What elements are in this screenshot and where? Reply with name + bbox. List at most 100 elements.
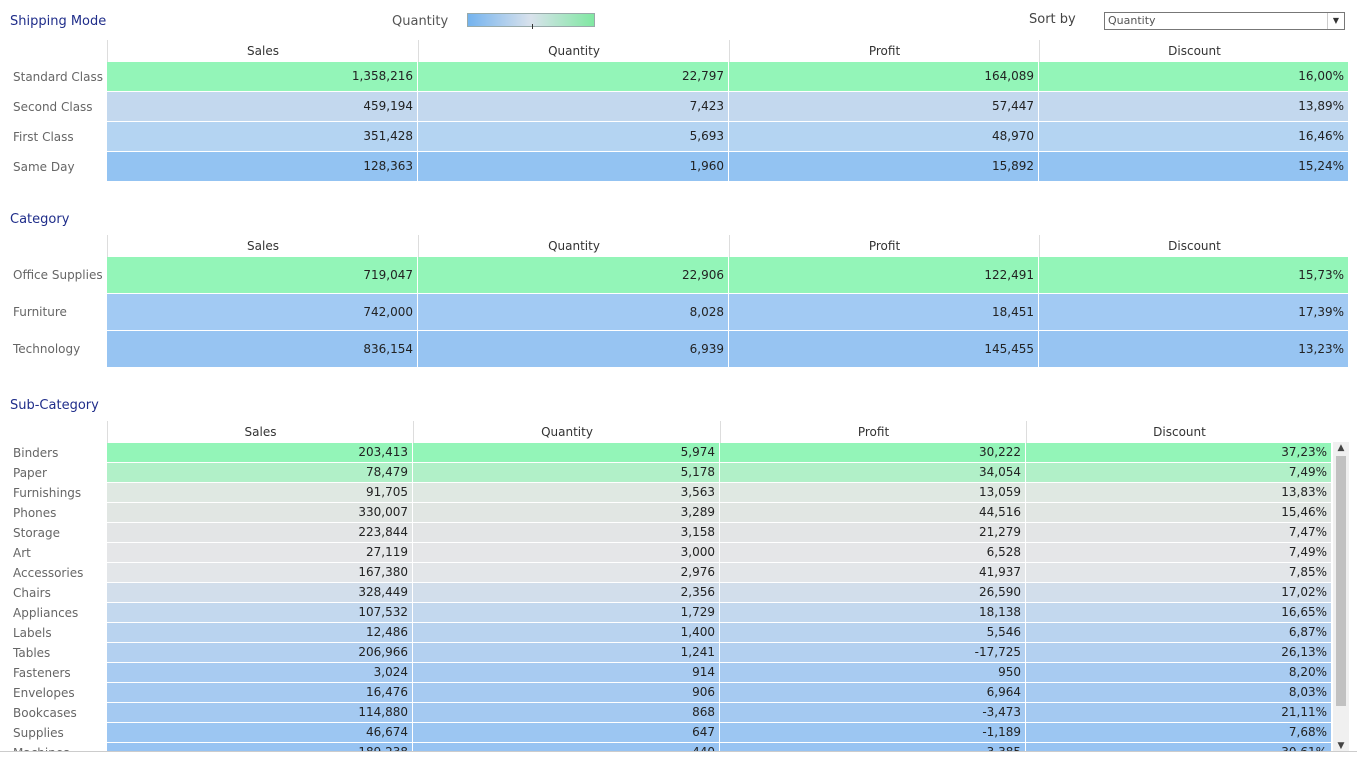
table-cell-discount[interactable]: 7,68% xyxy=(1026,723,1332,743)
row-label[interactable]: Accessories xyxy=(13,566,84,580)
table-cell-quantity[interactable]: 5,974 xyxy=(413,443,720,463)
table-cell-profit[interactable]: 48,970 xyxy=(729,122,1039,152)
row-label[interactable]: Chairs xyxy=(13,586,51,600)
row-label[interactable]: Tables xyxy=(13,646,51,660)
row-label[interactable]: Paper xyxy=(13,466,47,480)
table-cell-profit[interactable]: 34,054 xyxy=(720,463,1026,483)
row-label[interactable]: Appliances xyxy=(13,606,79,620)
column-header-profit[interactable]: Profit xyxy=(729,235,1039,257)
table-cell-quantity[interactable]: 1,960 xyxy=(418,152,729,182)
table-cell-discount[interactable]: 7,49% xyxy=(1026,543,1332,563)
table-cell-sales[interactable]: 114,880 xyxy=(107,703,413,723)
table-cell-sales[interactable]: 16,476 xyxy=(107,683,413,703)
table-cell-sales[interactable]: 3,024 xyxy=(107,663,413,683)
row-label[interactable]: Furniture xyxy=(13,305,67,319)
row-label[interactable]: Supplies xyxy=(13,726,64,740)
table-cell-sales[interactable]: 836,154 xyxy=(107,331,418,368)
table-cell-quantity[interactable]: 647 xyxy=(413,723,720,743)
table-cell-discount[interactable]: 17,39% xyxy=(1039,294,1349,331)
table-cell-quantity[interactable]: 2,356 xyxy=(413,583,720,603)
table-cell-sales[interactable]: 459,194 xyxy=(107,92,418,122)
table-cell-profit[interactable]: -3,473 xyxy=(720,703,1026,723)
vertical-scrollbar[interactable]: ▲ ▼ xyxy=(1333,442,1349,752)
column-header-profit[interactable]: Profit xyxy=(720,421,1026,443)
row-label[interactable]: Phones xyxy=(13,506,57,520)
table-cell-profit[interactable]: 57,447 xyxy=(729,92,1039,122)
chevron-down-icon[interactable]: ▼ xyxy=(1337,741,1345,751)
table-cell-quantity[interactable]: 22,797 xyxy=(418,62,729,92)
table-cell-profit[interactable]: 6,528 xyxy=(720,543,1026,563)
column-header-sales[interactable]: Sales xyxy=(107,40,418,62)
column-header-profit[interactable]: Profit xyxy=(729,40,1039,62)
table-cell-profit[interactable]: 950 xyxy=(720,663,1026,683)
table-cell-sales[interactable]: 128,363 xyxy=(107,152,418,182)
table-cell-discount[interactable]: 7,49% xyxy=(1026,463,1332,483)
table-cell-profit[interactable]: -17,725 xyxy=(720,643,1026,663)
table-cell-profit[interactable]: 44,516 xyxy=(720,503,1026,523)
table-cell-quantity[interactable]: 5,693 xyxy=(418,122,729,152)
chevron-up-icon[interactable]: ▲ xyxy=(1337,443,1345,453)
table-cell-quantity[interactable]: 22,906 xyxy=(418,257,729,294)
column-header-quantity[interactable]: Quantity xyxy=(413,421,720,443)
table-cell-quantity[interactable]: 5,178 xyxy=(413,463,720,483)
table-cell-discount[interactable]: 8,20% xyxy=(1026,663,1332,683)
table-cell-discount[interactable]: 16,00% xyxy=(1039,62,1349,92)
row-label[interactable]: Envelopes xyxy=(13,686,75,700)
table-cell-quantity[interactable]: 1,241 xyxy=(413,643,720,663)
row-label[interactable]: First Class xyxy=(13,130,74,144)
table-cell-profit[interactable]: 6,964 xyxy=(720,683,1026,703)
column-header-quantity[interactable]: Quantity xyxy=(418,40,729,62)
table-cell-sales[interactable]: 46,674 xyxy=(107,723,413,743)
table-cell-sales[interactable]: 719,047 xyxy=(107,257,418,294)
table-cell-quantity[interactable]: 7,423 xyxy=(418,92,729,122)
column-header-sales[interactable]: Sales xyxy=(107,235,418,257)
table-cell-discount[interactable]: 7,47% xyxy=(1026,523,1332,543)
table-cell-profit[interactable]: 30,222 xyxy=(720,443,1026,463)
table-cell-quantity[interactable]: 906 xyxy=(413,683,720,703)
table-cell-profit[interactable]: 26,590 xyxy=(720,583,1026,603)
table-cell-quantity[interactable]: 3,289 xyxy=(413,503,720,523)
table-cell-discount[interactable]: 8,03% xyxy=(1026,683,1332,703)
table-cell-quantity[interactable]: 1,729 xyxy=(413,603,720,623)
table-cell-sales[interactable]: 742,000 xyxy=(107,294,418,331)
row-label[interactable]: Second Class xyxy=(13,100,93,114)
table-cell-sales[interactable]: 167,380 xyxy=(107,563,413,583)
table-cell-quantity[interactable]: 914 xyxy=(413,663,720,683)
row-label[interactable]: Technology xyxy=(13,342,81,356)
table-cell-discount[interactable]: 26,13% xyxy=(1026,643,1332,663)
table-cell-sales[interactable]: 330,007 xyxy=(107,503,413,523)
row-label[interactable]: Furnishings xyxy=(13,486,82,500)
table-cell-profit[interactable]: 41,937 xyxy=(720,563,1026,583)
table-cell-sales[interactable]: 107,532 xyxy=(107,603,413,623)
row-label[interactable]: Art xyxy=(13,546,31,560)
table-cell-quantity[interactable]: 868 xyxy=(413,703,720,723)
table-cell-discount[interactable]: 7,85% xyxy=(1026,563,1332,583)
table-cell-discount[interactable]: 15,46% xyxy=(1026,503,1332,523)
table-cell-discount[interactable]: 15,73% xyxy=(1039,257,1349,294)
table-cell-discount[interactable]: 13,83% xyxy=(1026,483,1332,503)
row-label[interactable]: Bookcases xyxy=(13,706,77,720)
table-cell-profit[interactable]: 18,451 xyxy=(729,294,1039,331)
column-header-discount[interactable]: Discount xyxy=(1039,235,1349,257)
table-cell-profit[interactable]: 18,138 xyxy=(720,603,1026,623)
table-cell-discount[interactable]: 13,23% xyxy=(1039,331,1349,368)
table-cell-sales[interactable]: 91,705 xyxy=(107,483,413,503)
table-cell-discount[interactable]: 15,24% xyxy=(1039,152,1349,182)
table-cell-profit[interactable]: 5,546 xyxy=(720,623,1026,643)
table-cell-profit[interactable]: 15,892 xyxy=(729,152,1039,182)
scroll-thumb[interactable] xyxy=(1336,456,1346,706)
table-cell-discount[interactable]: 6,87% xyxy=(1026,623,1332,643)
row-label[interactable]: Labels xyxy=(13,626,52,640)
row-label[interactable]: Storage xyxy=(13,526,60,540)
table-cell-sales[interactable]: 27,119 xyxy=(107,543,413,563)
table-cell-quantity[interactable]: 3,158 xyxy=(413,523,720,543)
column-header-quantity[interactable]: Quantity xyxy=(418,235,729,257)
column-header-sales[interactable]: Sales xyxy=(107,421,413,443)
sort-by-dropdown[interactable]: Quantity ▼ xyxy=(1104,12,1345,30)
table-cell-sales[interactable]: 328,449 xyxy=(107,583,413,603)
table-cell-sales[interactable]: 78,479 xyxy=(107,463,413,483)
table-cell-quantity[interactable]: 3,000 xyxy=(413,543,720,563)
table-cell-sales[interactable]: 1,358,216 xyxy=(107,62,418,92)
row-label[interactable]: Same Day xyxy=(13,160,75,174)
table-cell-discount[interactable]: 13,89% xyxy=(1039,92,1349,122)
